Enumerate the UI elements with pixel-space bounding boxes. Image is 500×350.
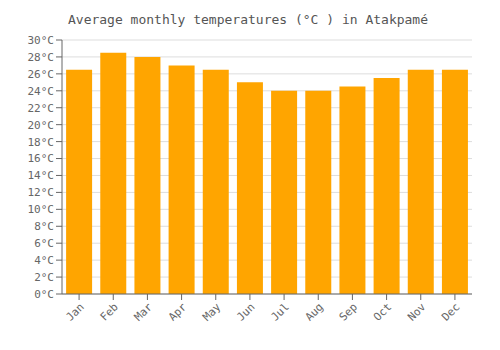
svg-text:Feb: Feb (98, 300, 121, 323)
svg-text:Mar: Mar (132, 300, 156, 324)
svg-text:8°C: 8°C (34, 220, 54, 233)
svg-text:2°C: 2°C (34, 271, 54, 284)
svg-text:12°C: 12°C (28, 186, 55, 199)
svg-text:24°C: 24°C (28, 85, 55, 98)
svg-text:14°C: 14°C (28, 169, 55, 182)
svg-text:Apr: Apr (166, 300, 190, 324)
svg-text:Sep: Sep (337, 300, 360, 323)
svg-text:22°C: 22°C (28, 102, 55, 115)
svg-text:10°C: 10°C (28, 203, 55, 216)
svg-text:Jul: Jul (268, 300, 291, 323)
html-text:Average monthly temperatures (: Average monthly temperatures (°C ) in At… (68, 12, 428, 27)
svg-text:26°C: 26°C (28, 68, 55, 81)
svg-text:0°C: 0°C (34, 288, 54, 301)
svg-text:18°C: 18°C (28, 136, 55, 149)
svg-text:Oct: Oct (371, 300, 394, 323)
svg-text:4°C: 4°C (34, 254, 54, 267)
svg-text:May: May (200, 300, 224, 324)
svg-text:16°C: 16°C (28, 152, 55, 165)
svg-text:Nov: Nov (405, 300, 429, 324)
svg-text:28°C: 28°C (28, 51, 55, 64)
svg-text:6°C: 6°C (34, 237, 54, 250)
svg-text:30°C: 30°C (28, 34, 55, 47)
svg-text:Aug: Aug (303, 300, 326, 323)
svg-text:Dec: Dec (439, 300, 462, 323)
svg-text:Jun: Jun (234, 300, 257, 323)
svg-text:20°C: 20°C (28, 119, 55, 132)
svg-text:Jan: Jan (63, 300, 86, 323)
